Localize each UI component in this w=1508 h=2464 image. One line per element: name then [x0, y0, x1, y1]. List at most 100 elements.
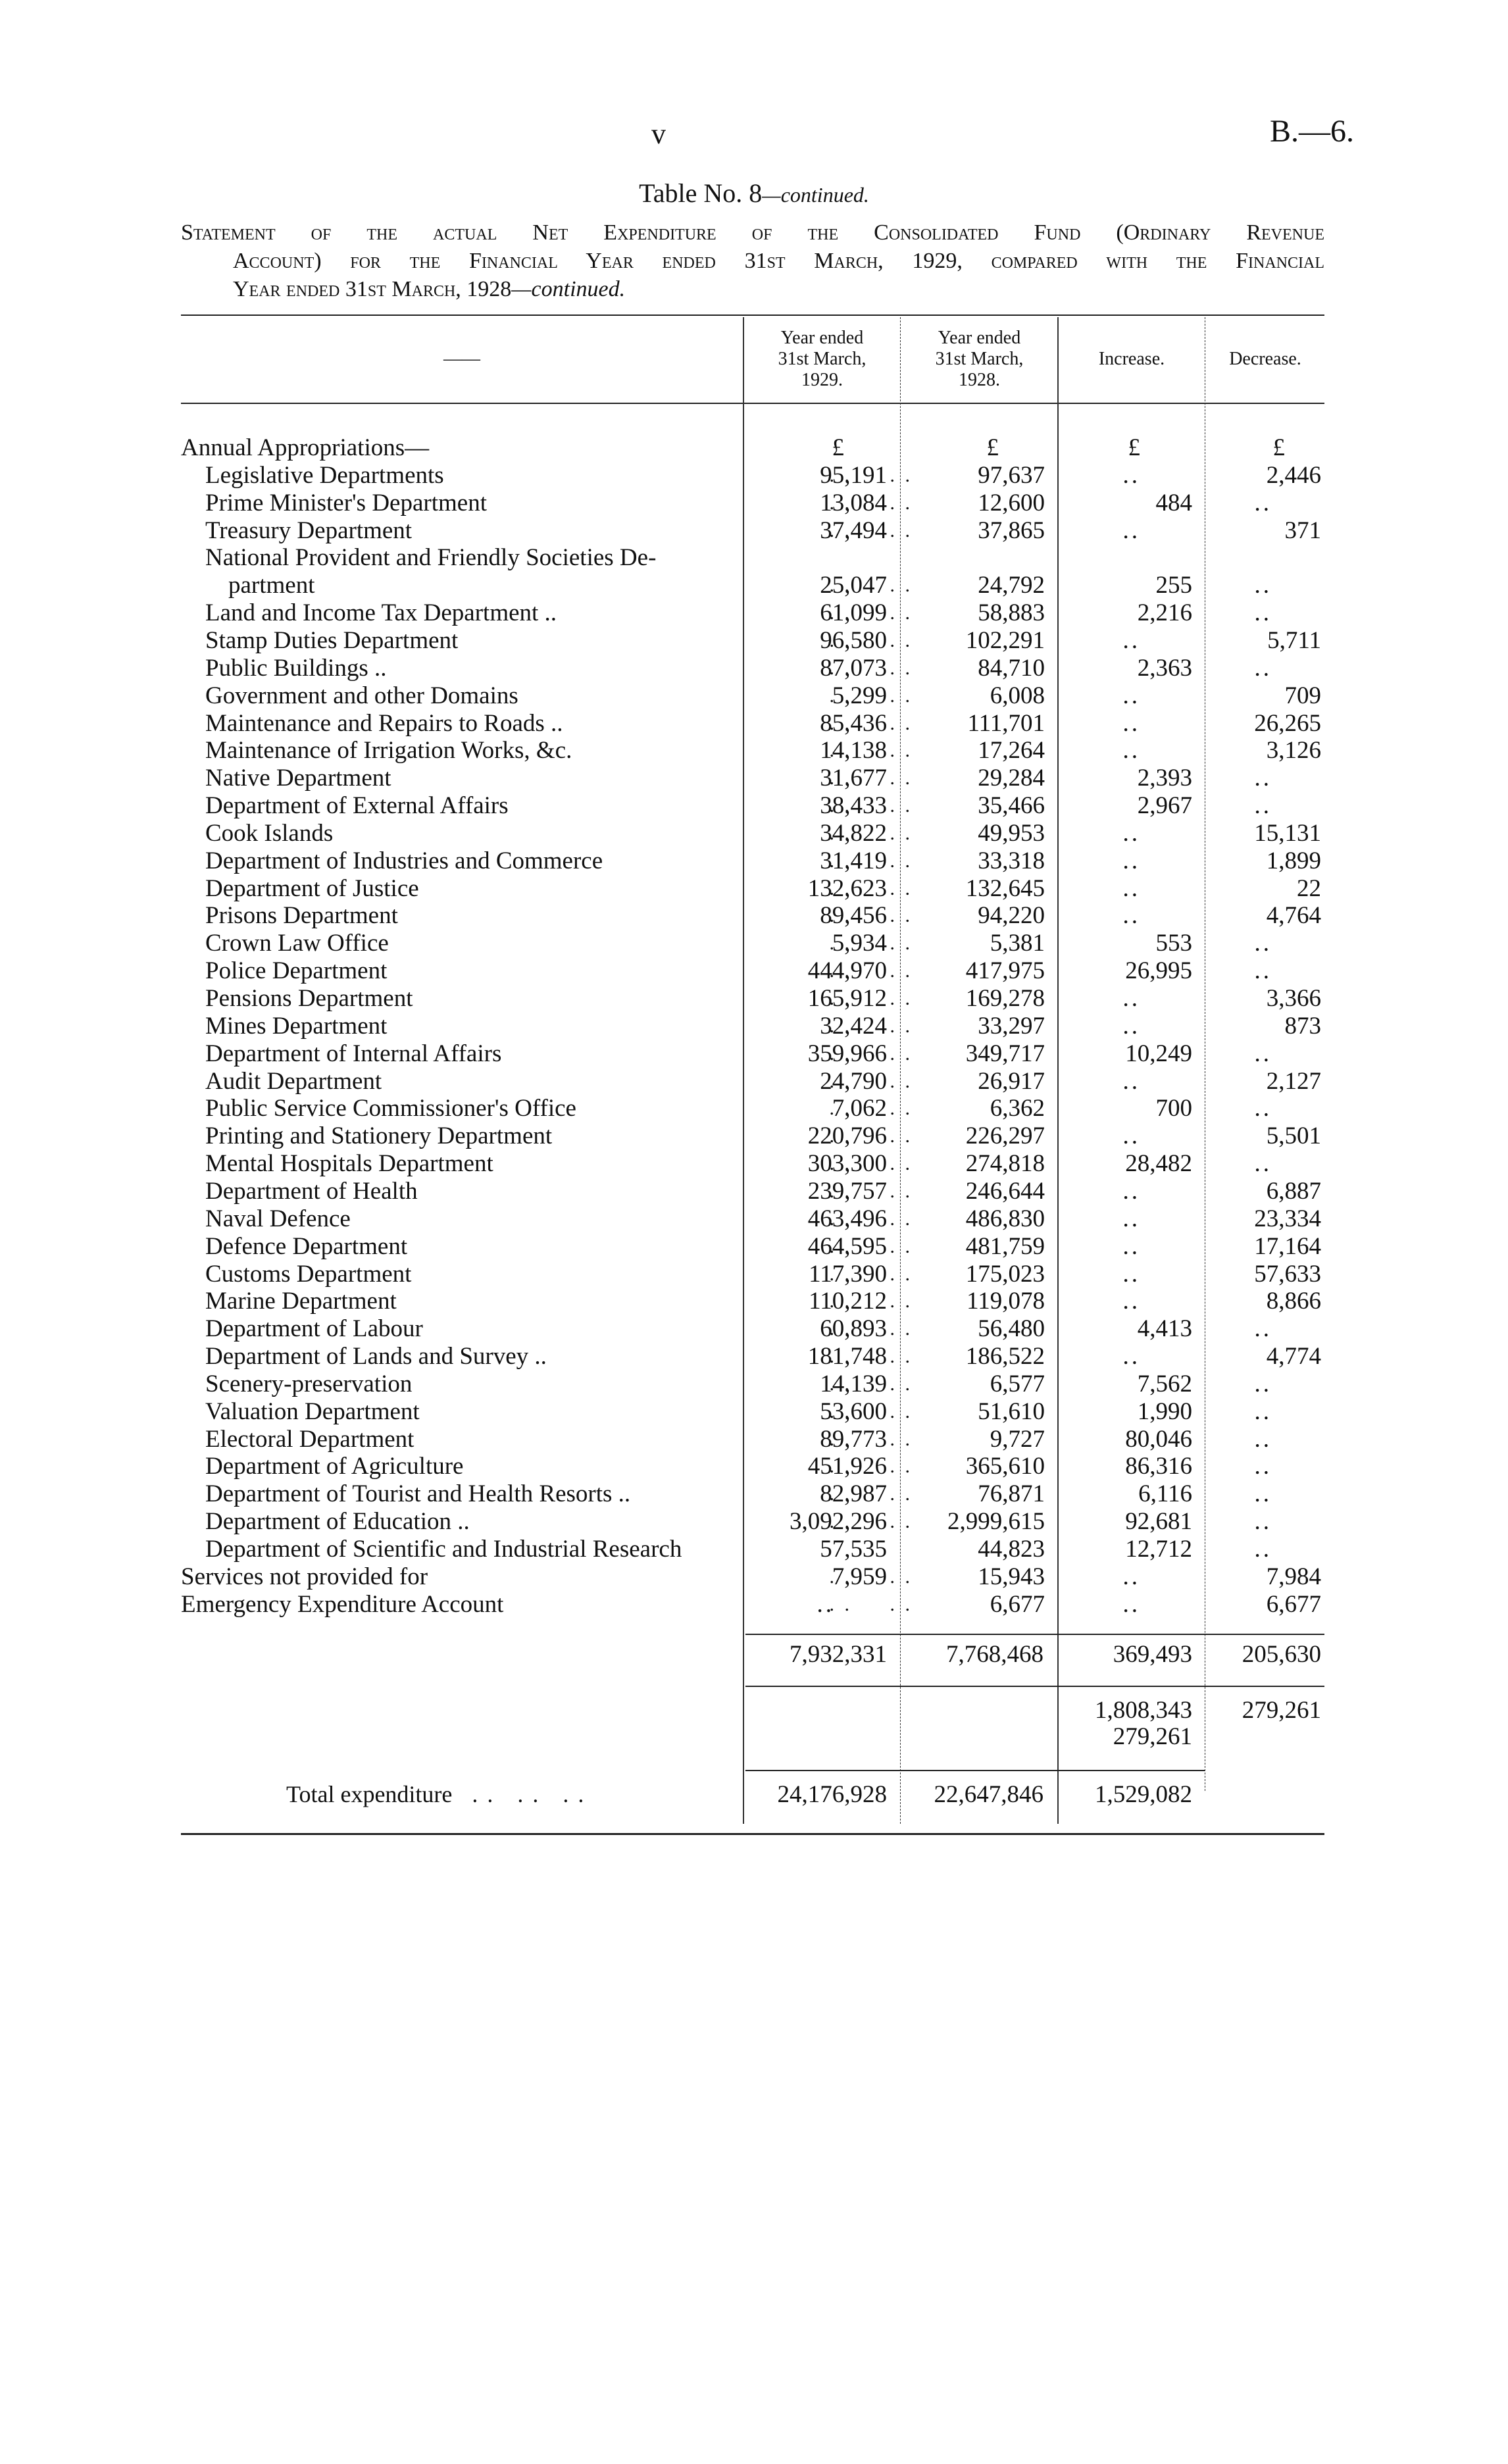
value-increase: 255	[1155, 572, 1193, 599]
value-1928: 33,297	[978, 1012, 1045, 1040]
value-increase: 553	[1155, 930, 1193, 957]
row-label: Department of Industries and Commerce	[205, 847, 603, 874]
value-1929: 181,748	[807, 1343, 887, 1370]
table-row: Prime Minister's Department 13,084 12,600 4…	[181, 490, 1324, 517]
statement-line-3-text: Year ended 31st March, 1928	[233, 277, 512, 301]
value-increase: 10,249	[1125, 1040, 1192, 1067]
table-row: Printing and Stationery Department 220,79…	[181, 1122, 1324, 1150]
table-row: Stamp Duties Department 96,580 102,291.. 5,…	[181, 627, 1324, 655]
value-decrease: 7,984	[1266, 1563, 1321, 1590]
row-label: Land and Income Tax Department ..	[205, 599, 557, 627]
value-1928: 17,264	[978, 737, 1045, 765]
value-decrease: 371	[1284, 516, 1322, 544]
row-label: Department of External Affairs	[205, 792, 509, 820]
value-1929: 220,796	[807, 1122, 887, 1150]
row-label: Cook Islands	[205, 819, 334, 847]
row-label: National Provident and Friendly Societie…	[205, 544, 657, 572]
table-row: Crown Law Office 5,934 5,381 553..	[181, 930, 1324, 957]
value-1929: 7,062	[832, 1095, 887, 1122]
value-decrease: 709	[1284, 682, 1322, 709]
value-increase: ..	[1122, 1232, 1140, 1260]
table-row: Department of Agriculture 451,926 365,610 8…	[181, 1453, 1324, 1480]
balance-decrease: 279,261	[1242, 1697, 1321, 1724]
total-leader: .. .. ..	[472, 1781, 593, 1807]
table-title: Table No. 8—continued.	[0, 178, 1508, 209]
value-increase: ..	[1122, 516, 1140, 544]
value-increase: ..	[1122, 737, 1140, 765]
value-1928: 97,637	[978, 461, 1045, 489]
table-row: Naval Defence 463,496 486,830.. 23,334	[181, 1205, 1324, 1233]
value-1929: 32,424	[820, 1012, 887, 1040]
row-label: Scenery-preservation	[205, 1370, 413, 1397]
value-1928: 175,023	[965, 1260, 1045, 1288]
row-label: Department of Justice	[205, 874, 419, 902]
header-year-1929-line: 31st March,	[778, 349, 867, 369]
table-row: Cook Islands 34,822 49,953.. 15,131	[181, 820, 1324, 847]
value-decrease: ..	[1254, 1397, 1272, 1425]
balance-increase-offset: 279,261	[1113, 1723, 1192, 1750]
header-year-1929-line: 1929.	[801, 370, 843, 390]
value-1929: 34,822	[820, 819, 887, 847]
table-row: Mines Department 32,424 33,297.. 873	[181, 1013, 1324, 1040]
value-decrease: 57,633	[1254, 1260, 1321, 1288]
table-row: Native Department 31,677 29,284 2,393..	[181, 765, 1324, 792]
value-decrease: ..	[1254, 489, 1272, 516]
value-decrease: 17,164	[1254, 1232, 1321, 1260]
value-1928: 481,759	[965, 1232, 1045, 1260]
row-label: Department of Tourist and Health Resorts…	[205, 1480, 631, 1508]
value-decrease: 4,774	[1266, 1343, 1321, 1370]
value-1929: 110,212	[809, 1288, 887, 1315]
value-increase: 2,216	[1137, 599, 1192, 627]
value-1929: 464,595	[807, 1232, 887, 1260]
value-increase: ..	[1122, 985, 1140, 1012]
value-1929: 38,433	[820, 792, 887, 820]
table-row: Department of Internal Affairs 359,966 349…	[181, 1040, 1324, 1068]
row-label: Treasury Department	[205, 516, 413, 544]
value-1929: £	[832, 434, 845, 461]
column-divider	[1057, 317, 1059, 1824]
table-row: Department of Tourist and Health Resorts…	[181, 1480, 1324, 1508]
header-year-1928-line: 31st March,	[935, 349, 1024, 369]
value-1929: 117,390	[809, 1260, 887, 1288]
row-label: Government and other Domains	[205, 682, 518, 709]
value-1929: 14,138	[820, 737, 887, 765]
value-decrease: 26,265	[1254, 709, 1321, 737]
row-label: Crown Law Office	[205, 930, 389, 957]
value-1928: 111,701	[967, 709, 1045, 737]
value-increase: 7,562	[1137, 1370, 1192, 1397]
row-label: Pensions Department	[205, 985, 413, 1012]
row-label: Services not provided for	[181, 1563, 428, 1590]
value-1928: 37,865	[978, 516, 1045, 544]
table-title-suffix: —continued.	[762, 183, 869, 207]
value-decrease: ..	[1254, 1425, 1272, 1453]
row-label: Mental Hospitals Department	[205, 1150, 493, 1178]
value-1928: 417,975	[965, 957, 1045, 985]
total-label: Total expenditure .. .. ..	[286, 1780, 593, 1808]
value-1928: 6,008	[990, 682, 1045, 709]
total-rule	[745, 1770, 1205, 1771]
value-1929: 451,926	[807, 1453, 887, 1480]
value-increase: ..	[1122, 709, 1140, 737]
value-increase: 2,393	[1137, 765, 1192, 792]
value-decrease: ..	[1254, 1536, 1272, 1563]
total-increase: 1,529,082	[1095, 1781, 1192, 1808]
header-year-1928-line: 1928.	[959, 370, 1000, 390]
value-decrease: ..	[1254, 1453, 1272, 1480]
value-decrease: 5,501	[1266, 1122, 1321, 1150]
value-increase: ..	[1122, 1343, 1140, 1370]
value-decrease: 5,711	[1267, 626, 1321, 654]
value-1929: 303,300	[807, 1150, 887, 1178]
row-label: Electoral Department	[205, 1425, 415, 1453]
value-1928: 94,220	[978, 902, 1045, 930]
value-decrease: ..	[1254, 1095, 1272, 1122]
row-label: Naval Defence	[205, 1205, 351, 1232]
total-1929: 24,176,928	[777, 1781, 888, 1808]
value-decrease: 2,127	[1266, 1067, 1321, 1095]
value-increase: ..	[1122, 819, 1140, 847]
value-1929: 53,600	[820, 1397, 887, 1425]
table-row: Department of Labour 60,893 56,480 4,413..	[181, 1315, 1324, 1343]
value-1929: 89,773	[820, 1425, 887, 1453]
value-1928: 349,717	[965, 1040, 1045, 1067]
value-1929: 85,436	[820, 709, 887, 737]
table-row: Marine Department 110,212 119,078.. 8,866	[181, 1288, 1324, 1315]
